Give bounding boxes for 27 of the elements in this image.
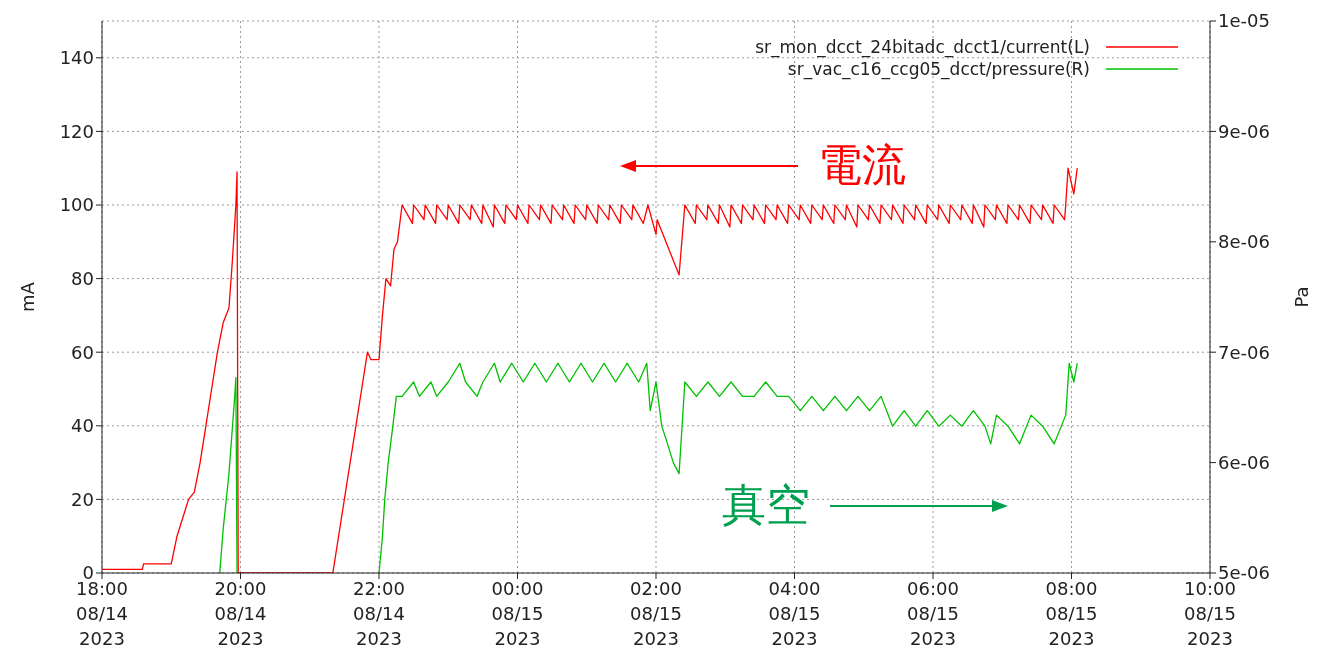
y-tick-label: 140	[59, 47, 94, 69]
x-tick-label: 20:00 08/14 2023	[214, 578, 267, 649]
x-tick-label: 08:00 08/15 2023	[1045, 578, 1098, 649]
y-axis-title: mA	[17, 281, 39, 312]
y-tick-label: 100	[59, 194, 94, 216]
x-tick-label: 06:00 08/15 2023	[907, 578, 959, 649]
y-tick-label: 60	[71, 341, 94, 363]
legend-label: sr_mon_dcct_24bitadc_dcct1/current(L)	[755, 37, 1090, 57]
y-tick-label: 80	[71, 267, 94, 289]
y2-tick-label: 1e-05	[1218, 10, 1270, 32]
y2-tick-label: 7e-06	[1218, 341, 1270, 363]
annotation: 電流	[818, 138, 906, 192]
legend-label: sr_vac_c16_ccg05_dcct/pressure(R)	[787, 59, 1090, 79]
y2-axis-title: Pa	[1291, 286, 1313, 308]
y-tick-label: 120	[59, 120, 94, 142]
annotation: 真空	[722, 478, 810, 532]
x-tick-label: 18:00 08/14 2023	[76, 578, 128, 649]
x-tick-label: 10:00 08/15 2023	[1184, 578, 1236, 649]
y-tick-label: 20	[71, 488, 94, 510]
x-tick-label: 22:00 08/14 2023	[353, 578, 405, 649]
x-tick-label: 00:00 08/15 2023	[491, 578, 544, 649]
y2-tick-label: 6e-06	[1218, 451, 1270, 473]
x-tick-label: 04:00 08/15 2023	[768, 578, 821, 649]
y2-tick-label: 9e-06	[1218, 120, 1270, 142]
y2-tick-label: 8e-06	[1218, 231, 1270, 253]
x-tick-label: 02:00 08/15 2023	[630, 578, 682, 649]
y-tick-label: 40	[71, 415, 94, 437]
